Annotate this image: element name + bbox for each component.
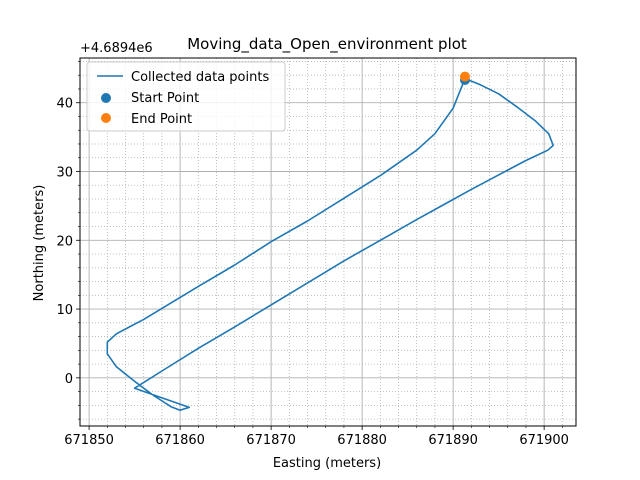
y-tick-label: 0	[65, 372, 73, 387]
x-tick-label: 671850	[64, 433, 114, 448]
legend-entry-collected: Collected data points	[131, 70, 269, 85]
x-axis-ticks: 671850 671860 671870 671880 671890 671900	[64, 426, 569, 448]
data-layer	[106, 71, 554, 411]
y-axis-label: Northing (meters)	[32, 185, 47, 302]
legend-entry-end: End Point	[131, 112, 192, 127]
end-point-marker	[459, 71, 470, 82]
y-tick-label: 20	[56, 234, 73, 249]
legend: Collected data points Start Point End Po…	[86, 61, 286, 132]
y-offset-label: +4.6894e6	[80, 41, 153, 56]
y-axis-ticks: 0 10 20 30 40	[56, 61, 80, 420]
x-tick-label: 671880	[337, 433, 387, 448]
legend-end-swatch	[101, 113, 111, 123]
minor-grid	[80, 58, 576, 426]
chart-title: Moving_data_Open_environment plot	[187, 35, 467, 54]
x-axis-label: Easting (meters)	[273, 456, 381, 471]
x-tick-label: 671900	[519, 433, 569, 448]
y-tick-label: 40	[56, 97, 73, 112]
x-tick-label: 671890	[428, 433, 478, 448]
y-tick-label: 10	[56, 303, 73, 318]
x-tick-label: 671860	[155, 433, 205, 448]
legend-entry-start: Start Point	[131, 91, 199, 106]
legend-box	[86, 61, 286, 132]
series-line-collected	[106, 77, 554, 411]
axes-frame	[79, 57, 577, 427]
x-tick-label: 671870	[246, 433, 296, 448]
y-tick-label: 30	[56, 165, 73, 180]
legend-start-swatch	[101, 93, 111, 103]
